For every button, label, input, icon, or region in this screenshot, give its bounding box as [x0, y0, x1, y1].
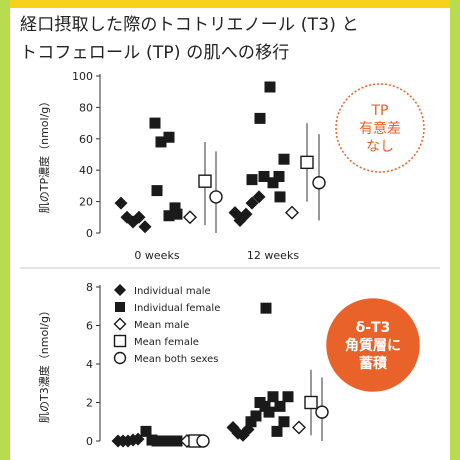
chart2-annotation-bubble [326, 298, 420, 392]
chart1-category-label: 12 weeks [247, 249, 299, 262]
chart2-legend-label: Mean female [134, 337, 199, 348]
chart2-point-open-circle [315, 405, 329, 419]
chart2-point-open-square [304, 395, 318, 410]
chart1-point-filled-square [149, 117, 161, 129]
chart1-point-filled-square [267, 177, 279, 189]
chart1-point-open-circle [312, 176, 326, 190]
chart2-point-filled-square [278, 416, 290, 428]
chart1-point-filled-square [163, 131, 175, 143]
chart2-point-filled-square [267, 391, 279, 403]
chart1-annotation-bubble [335, 83, 425, 173]
chart1-point-filled-square [246, 174, 258, 186]
chart2-point-filled-square [282, 391, 294, 403]
chart1-tick-label: 100 [72, 70, 93, 83]
chart1-point-filled-diamond [252, 190, 266, 204]
chart1-point-filled-diamond [114, 196, 128, 210]
chart1-tick-label: 20 [79, 196, 93, 209]
chart2-annotation-text: 角質層に [345, 337, 401, 354]
chart2-tick-label: 0 [86, 435, 93, 448]
chart2-point-filled-square [140, 425, 152, 437]
chart1-annotation-text: 有意差 [359, 120, 401, 137]
chart2-tick-label: 6 [86, 320, 93, 333]
chart2-point-open-diamond [292, 420, 306, 435]
chart1-point-filled-square [151, 185, 163, 197]
chart1-point-filled-square [278, 153, 290, 165]
chart2-legend-marker [113, 317, 127, 331]
chart2-point-filled-square [250, 410, 262, 422]
chart2-legend-label: Individual male [134, 286, 211, 297]
chart1-tick-label: 80 [79, 101, 93, 114]
page-title-line-1: 経口摂取した際のトコトリエノール (T3) と [20, 15, 359, 35]
chart2-annotation-text: δ-T3 [356, 320, 391, 336]
chart1-point-filled-square [254, 112, 266, 124]
chart2-legend-marker [114, 284, 126, 296]
chart1-point-filled-diamond [132, 210, 146, 224]
chart1-annotation-text: TP [371, 103, 389, 119]
chart2-point-filled-square [171, 435, 183, 447]
chart1-annotation-text: なし [366, 139, 394, 155]
chart1-point-filled-square [171, 208, 183, 220]
chart1-point-open-diamond [285, 205, 299, 220]
chart2-point-open-circle [196, 434, 210, 448]
chart2-legend-label: Individual female [134, 303, 220, 314]
chart1-tick-label: 40 [79, 164, 93, 177]
chart2-tick-label: 4 [86, 358, 93, 371]
chart2-point-filled-square [245, 416, 257, 428]
top-accent-bar [10, 0, 450, 8]
chart2-y-axis-label: 肌のT3濃度（nmol/g） [37, 305, 51, 423]
page-title-line-2: トコフェロール (TP) の肌への移行 [20, 43, 290, 63]
chart1-point-filled-diamond [245, 196, 259, 210]
chart1-tick-label: 0 [86, 227, 93, 240]
chart1-point-filled-square [273, 170, 285, 182]
chart2-legend-marker [113, 334, 127, 348]
chart1-point-open-circle [209, 190, 223, 204]
chart1-tick-label: 60 [79, 133, 93, 146]
chart1-point-open-square [300, 155, 314, 170]
chart1-point-filled-square [169, 202, 181, 214]
chart2-tick-label: 8 [86, 281, 93, 294]
chart1-point-filled-square [264, 81, 276, 93]
chart1-point-filled-square [274, 191, 286, 203]
chart2-legend-marker [113, 351, 127, 365]
chart1-point-filled-diamond [138, 220, 152, 234]
chart1-point-open-diamond [183, 210, 197, 225]
chart1-category-label: 0 weeks [134, 249, 179, 262]
chart2-legend-label: Mean both sexes [134, 354, 219, 365]
chart2-legend-marker [115, 302, 125, 312]
chart1-point-filled-square [163, 210, 175, 222]
chart1-point-filled-diamond [239, 207, 253, 221]
chart2-point-filled-square [260, 302, 272, 314]
chart2-legend-label: Mean male [134, 320, 189, 331]
chart2-annotation-text: 蓄積 [359, 355, 388, 372]
chart1-point-filled-square [155, 136, 167, 148]
chart2-point-filled-square [271, 425, 283, 437]
chart1-point-filled-square [258, 170, 270, 182]
chart2-point-filled-square [274, 400, 286, 412]
chart1-point-open-square [198, 174, 212, 188]
chart2-tick-label: 2 [86, 397, 93, 410]
chart1-y-axis-label: 肌のTP濃度（nmol/g） [37, 96, 51, 214]
chart2-point-filled-square [263, 406, 275, 418]
chart2-point-filled-square [259, 400, 271, 412]
